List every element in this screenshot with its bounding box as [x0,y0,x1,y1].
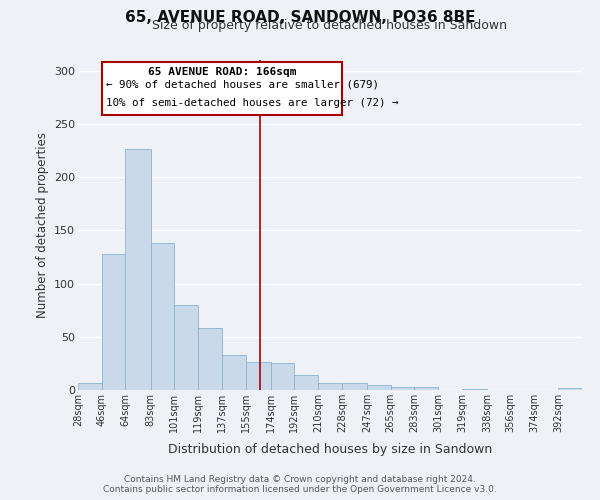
Bar [151,243,175,390]
Bar [367,384,391,390]
Text: Contains HM Land Registry data © Crown copyright and database right 2024.: Contains HM Land Registry data © Crown c… [124,475,476,484]
Title: Size of property relative to detached houses in Sandown: Size of property relative to detached ho… [152,20,508,32]
Bar [391,387,415,390]
X-axis label: Distribution of detached houses by size in Sandown: Distribution of detached houses by size … [168,444,492,456]
Bar [222,355,245,390]
Bar [415,387,438,390]
Bar [295,375,318,390]
Bar [102,254,125,390]
Bar [342,382,367,390]
Bar [102,62,342,116]
Y-axis label: Number of detached properties: Number of detached properties [35,132,49,318]
Bar [78,382,102,390]
Bar [245,362,271,390]
Bar [318,382,342,390]
Bar [198,328,222,390]
Text: 65 AVENUE ROAD: 166sqm: 65 AVENUE ROAD: 166sqm [148,68,296,78]
Text: 65, AVENUE ROAD, SANDOWN, PO36 8BE: 65, AVENUE ROAD, SANDOWN, PO36 8BE [125,10,475,25]
Bar [271,364,295,390]
Text: Contains public sector information licensed under the Open Government Licence v3: Contains public sector information licen… [103,485,497,494]
Bar [175,305,198,390]
Text: 10% of semi-detached houses are larger (72) →: 10% of semi-detached houses are larger (… [106,98,398,108]
Bar [558,388,582,390]
Text: ← 90% of detached houses are smaller (679): ← 90% of detached houses are smaller (67… [106,79,379,89]
Bar [462,389,487,390]
Bar [125,150,151,390]
